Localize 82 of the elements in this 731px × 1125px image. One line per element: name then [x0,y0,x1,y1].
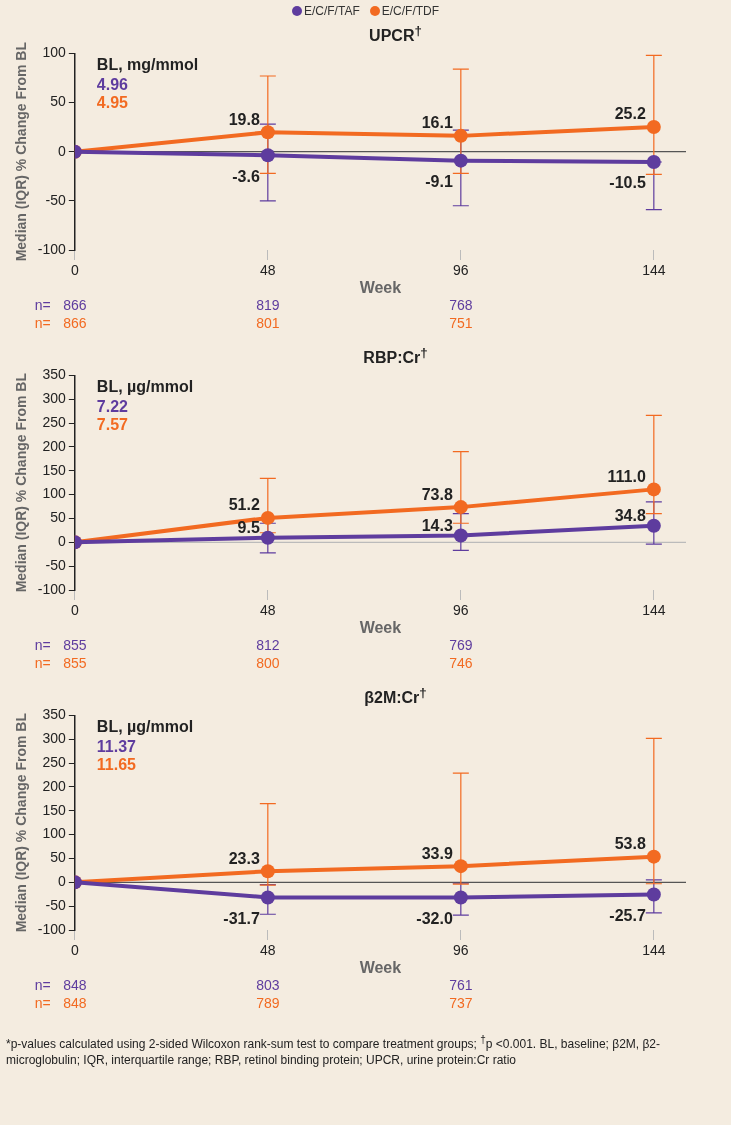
y-tick-label: 300 [42,390,67,407]
y-tick-label: 200 [42,437,67,454]
data-label: 23.3 [228,849,260,867]
x-tick-label: 0 [70,602,79,619]
y-tick-label: -50 [45,191,67,208]
y-tick-label: 300 [42,730,67,747]
y-axis-title: Median (IQR) % Change From BL [13,372,30,593]
data-label: -31.7 [223,909,260,927]
annotation: 4.96 [96,75,129,93]
y-tick-label: -100 [37,580,67,597]
annotation: BL, mg/mmol [96,55,199,73]
data-label: -32.0 [416,909,453,927]
annotation: 11.37 [96,737,137,755]
x-tick-label: 96 [453,262,469,279]
x-axis-title: Week [359,278,402,296]
annotation: BL, µg/mmol [96,717,194,735]
x-axis-title: Week [359,618,402,636]
y-tick-label: 0 [58,142,67,159]
x-tick-label: 0 [70,262,79,279]
x-axis-title: Week [359,958,402,976]
data-label: 19.8 [228,110,260,128]
data-label: -10.5 [609,174,646,192]
y-tick-label: 350 [42,366,67,383]
y-tick-label: 50 [50,849,67,866]
x-tick-label: 144 [642,262,666,279]
x-tick-label: 96 [453,942,469,959]
y-tick-label: -50 [45,557,67,574]
y-tick-label: 100 [42,44,67,61]
data-label: -25.7 [609,906,646,924]
x-tick-label: 144 [642,602,666,619]
annotation: 7.22 [96,397,129,415]
annotation: BL, µg/mmol [96,377,194,395]
y-tick-label: 0 [58,873,67,890]
annotation: 4.95 [96,93,129,111]
data-label: 34.8 [614,507,646,525]
text: n= 848 803 761 [34,976,473,993]
data-label: 53.8 [614,835,646,853]
x-tick-label: 48 [260,942,276,959]
y-tick-label: 150 [42,461,67,478]
chart-title: RBP:Cr$^{†}$ [362,344,429,367]
legend-label: E/C/F/TDF [380,4,440,20]
annotation: 11.65 [96,755,137,773]
y-tick-label: -50 [45,897,67,914]
data-label: -9.1 [425,173,453,191]
y-tick-label: 0 [58,533,67,550]
text: n= 848 789 737 [34,994,473,1011]
y-tick-label: 250 [42,413,67,430]
x-tick-label: 48 [260,602,276,619]
data-label: -3.6 [232,167,260,185]
data-label: 111.0 [607,467,646,485]
x-tick-label: 0 [70,942,79,959]
y-tick-label: 200 [42,777,67,794]
text: n= 866 819 768 [34,296,473,313]
data-label: 9.5 [237,519,260,537]
text: *p-values calculated using 2-sided Wilcoxon rank-sum test to compare treatment groups; $^{†}$p <0.001. BL, baseline; β2M, β2-microglobulin; IQR, interquartile range; RBP, retinol binding protein; UPCR, urine protein:Cr ratio [5,1033,662,1068]
y-tick-label: -100 [37,920,67,937]
y-tick-label: 150 [42,801,67,818]
legend-label: E/C/F/TAF [302,4,360,20]
y-tick-label: 100 [42,485,67,502]
y-axis-title: Median (IQR) % Change From BL [13,41,30,262]
data-label: 25.2 [614,105,646,123]
data-label: 16.1 [421,114,453,132]
y-tick-label: 350 [42,706,67,723]
text: n= 866 801 751 [34,314,473,331]
x-tick-label: 48 [260,262,276,279]
annotation: 7.57 [96,415,129,433]
x-tick-label: 144 [642,942,666,959]
data-label: 14.3 [421,516,453,534]
y-tick-label: 50 [50,509,67,526]
chart-title: β2M:Cr$^{†}$ [363,684,428,707]
y-tick-label: -100 [37,240,67,257]
y-tick-label: 250 [42,753,67,770]
text: n= 855 812 769 [34,636,473,653]
y-axis-title: Median (IQR) % Change From BL [13,712,30,933]
y-tick-label: 100 [42,825,67,842]
data-label: 51.2 [228,496,260,514]
chart-title: UPCR$^{†}$ [368,22,423,45]
x-tick-label: 96 [453,602,469,619]
text: n= 855 800 746 [34,654,473,671]
data-label: 33.9 [421,844,453,862]
y-tick-label: 50 [50,93,67,110]
data-label: 73.8 [421,485,453,503]
